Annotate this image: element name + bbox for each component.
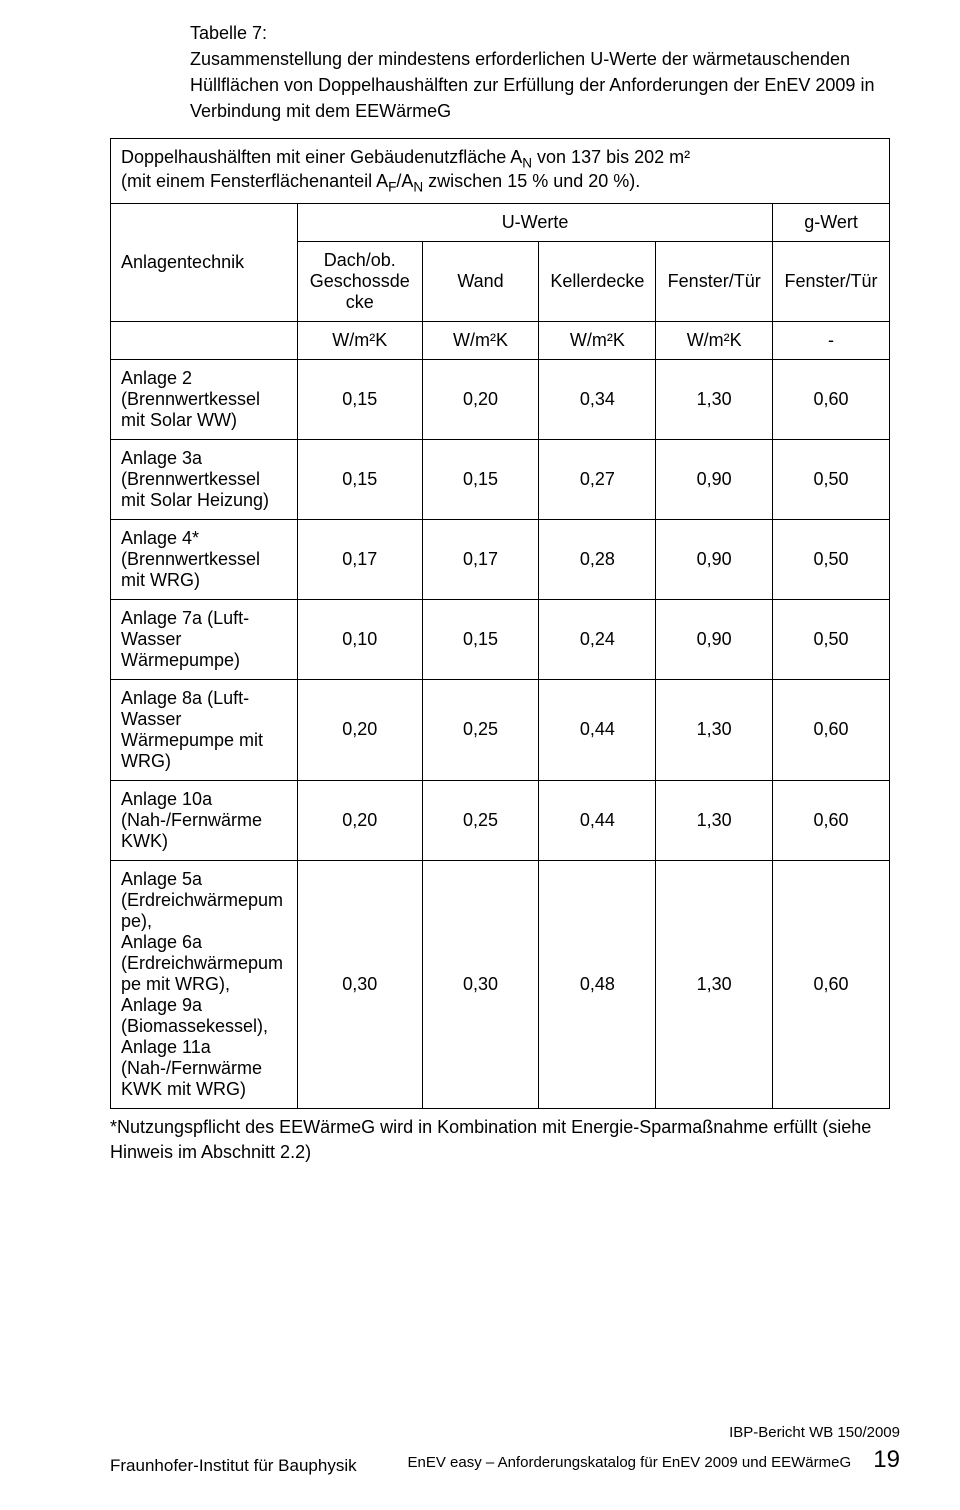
- cell: 0,15: [422, 439, 539, 519]
- header-keller: Kellerdecke: [539, 241, 656, 321]
- units-row: W/m²K W/m²K W/m²K W/m²K -: [111, 321, 890, 359]
- cell: 1,30: [656, 679, 773, 780]
- ctx-4: /A: [396, 171, 413, 191]
- header-dach: Dach/ob. Geschossdecke: [297, 241, 422, 321]
- cell: 0,60: [773, 679, 890, 780]
- cell: 0,25: [422, 679, 539, 780]
- row-label: Anlage 5a (Erdreichwärmepumpe), Anlage 6…: [111, 860, 298, 1108]
- cell: 0,25: [422, 780, 539, 860]
- cell: 0,15: [297, 359, 422, 439]
- footer-line1: IBP-Bericht WB 150/2009: [729, 1424, 900, 1441]
- cell: 0,44: [539, 679, 656, 780]
- cell: 0,20: [422, 359, 539, 439]
- uvalue-table: Doppelhaushälften mit einer Gebäudenutzf…: [110, 138, 890, 1108]
- cell: 0,90: [656, 599, 773, 679]
- cell: 0,15: [297, 439, 422, 519]
- header-uwerte: U-Werte: [297, 203, 772, 241]
- table-row: Anlage 4* (Brennwertkessel mit WRG) 0,17…: [111, 519, 890, 599]
- header-group-row: Anlagentechnik U-Werte g-Wert: [111, 203, 890, 241]
- unit-3: W/m²K: [539, 321, 656, 359]
- ctx-3: (mit einem Fensterflächenanteil A: [121, 171, 388, 191]
- cell: 0,60: [773, 359, 890, 439]
- row-label: Anlage 2 (Brennwertkessel mit Solar WW): [111, 359, 298, 439]
- unit-2: W/m²K: [422, 321, 539, 359]
- context-cell: Doppelhaushälften mit einer Gebäudenutzf…: [111, 139, 890, 203]
- table-footnote: *Nutzungspflicht des EEWärmeG wird in Ko…: [110, 1115, 890, 1165]
- cell: 1,30: [656, 359, 773, 439]
- cell: 0,60: [773, 860, 890, 1108]
- row-label: Anlage 4* (Brennwertkessel mit WRG): [111, 519, 298, 599]
- context-row: Doppelhaushälften mit einer Gebäudenutzf…: [111, 139, 890, 203]
- row-label: Anlage 10a (Nah-/Fernwärme KWK): [111, 780, 298, 860]
- unit-1: W/m²K: [297, 321, 422, 359]
- cell: 0,24: [539, 599, 656, 679]
- cell: 0,30: [297, 860, 422, 1108]
- ctx-sub1: N: [522, 156, 532, 171]
- ctx-5: zwischen 15 % und 20 %).: [423, 171, 640, 191]
- cell: 0,15: [422, 599, 539, 679]
- caption-label: Tabelle 7:: [190, 23, 267, 43]
- cell: 0,48: [539, 860, 656, 1108]
- cell: 0,20: [297, 780, 422, 860]
- header-wand: Wand: [422, 241, 539, 321]
- cell: 1,30: [656, 860, 773, 1108]
- units-blank: [111, 321, 298, 359]
- page-number: 19: [873, 1446, 900, 1473]
- table-row: Anlage 2 (Brennwertkessel mit Solar WW) …: [111, 359, 890, 439]
- footer-report: IBP-Bericht WB 150/2009 EnEV easy – Anfo…: [408, 1423, 900, 1476]
- table-caption: Tabelle 7: Zusammenstellung der mindeste…: [190, 20, 890, 124]
- cell: 0,60: [773, 780, 890, 860]
- table-row: Anlage 3a (Brennwertkessel mit Solar Hei…: [111, 439, 890, 519]
- footer-institute: Fraunhofer-Institut für Bauphysik: [110, 1456, 357, 1476]
- ctx-1: Doppelhaushälften mit einer Gebäudenutzf…: [121, 147, 522, 167]
- cell: 0,27: [539, 439, 656, 519]
- header-anlagentechnik: Anlagentechnik: [111, 203, 298, 321]
- cell: 0,50: [773, 439, 890, 519]
- cell: 0,30: [422, 860, 539, 1108]
- header-fenster-g: Fenster/Tür: [773, 241, 890, 321]
- table-row: Anlage 7a (Luft-Wasser Wärmepumpe) 0,10 …: [111, 599, 890, 679]
- ctx-2: von 137 bis 202 m²: [532, 147, 690, 167]
- cell: 0,28: [539, 519, 656, 599]
- unit-5: -: [773, 321, 890, 359]
- cell: 0,17: [297, 519, 422, 599]
- cell: 0,34: [539, 359, 656, 439]
- cell: 0,44: [539, 780, 656, 860]
- cell: 1,30: [656, 780, 773, 860]
- header-gwert: g-Wert: [773, 203, 890, 241]
- row-label: Anlage 3a (Brennwertkessel mit Solar Hei…: [111, 439, 298, 519]
- cell: 0,90: [656, 439, 773, 519]
- cell: 0,50: [773, 519, 890, 599]
- caption-text: Zusammenstellung der mindestens erforder…: [190, 49, 874, 121]
- cell: 0,20: [297, 679, 422, 780]
- cell: 0,17: [422, 519, 539, 599]
- row-label: Anlage 8a (Luft-Wasser Wärmepumpe mit WR…: [111, 679, 298, 780]
- ctx-sub3: N: [413, 180, 423, 195]
- cell: 0,90: [656, 519, 773, 599]
- table-row: Anlage 5a (Erdreichwärmepumpe), Anlage 6…: [111, 860, 890, 1108]
- page-footer: Fraunhofer-Institut für Bauphysik IBP-Be…: [110, 1423, 900, 1476]
- row-label: Anlage 7a (Luft-Wasser Wärmepumpe): [111, 599, 298, 679]
- header-fenster-u: Fenster/Tür: [656, 241, 773, 321]
- cell: 0,10: [297, 599, 422, 679]
- cell: 0,50: [773, 599, 890, 679]
- table-row: Anlage 10a (Nah-/Fernwärme KWK) 0,20 0,2…: [111, 780, 890, 860]
- table-row: Anlage 8a (Luft-Wasser Wärmepumpe mit WR…: [111, 679, 890, 780]
- footer-line2: EnEV easy – Anforderungskatalog für EnEV…: [408, 1454, 852, 1471]
- unit-4: W/m²K: [656, 321, 773, 359]
